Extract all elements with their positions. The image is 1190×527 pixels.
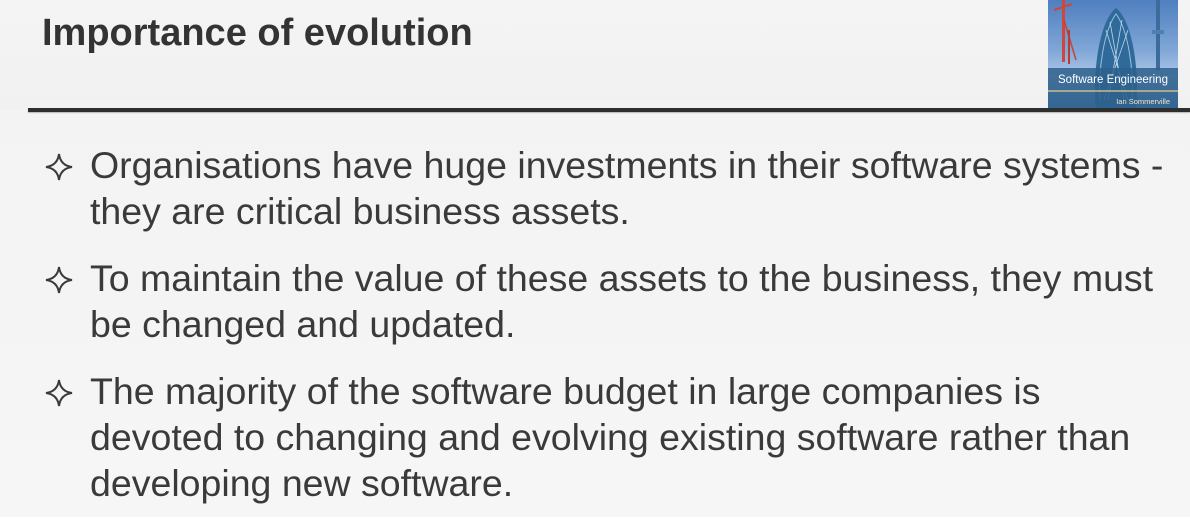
- book-cover-graphic: [1048, 0, 1178, 110]
- four-point-star-icon: [45, 153, 73, 181]
- bullet-text: To maintain the value of these assets to…: [90, 257, 1154, 345]
- four-point-star-icon: [45, 266, 73, 294]
- bullet-text: Organisations have huge investments in t…: [90, 144, 1164, 232]
- slide-title: Importance of evolution: [42, 12, 473, 54]
- bullet-item: To maintain the value of these assets to…: [44, 255, 1164, 347]
- book-cover-author: Ian Sommerville: [1116, 97, 1170, 106]
- title-divider: [28, 108, 1190, 112]
- book-cover-image: Software Engineering Ian Sommerville: [1048, 0, 1178, 110]
- four-point-star-icon: [45, 379, 73, 407]
- book-cover-title: Software Engineering: [1058, 74, 1168, 86]
- bullet-text: The majority of the software budget in l…: [90, 370, 1131, 504]
- bullet-item: Organisations have huge investments in t…: [44, 142, 1164, 234]
- bullet-item: The majority of the software budget in l…: [44, 368, 1164, 506]
- bullet-list: Organisations have huge investments in t…: [44, 142, 1164, 527]
